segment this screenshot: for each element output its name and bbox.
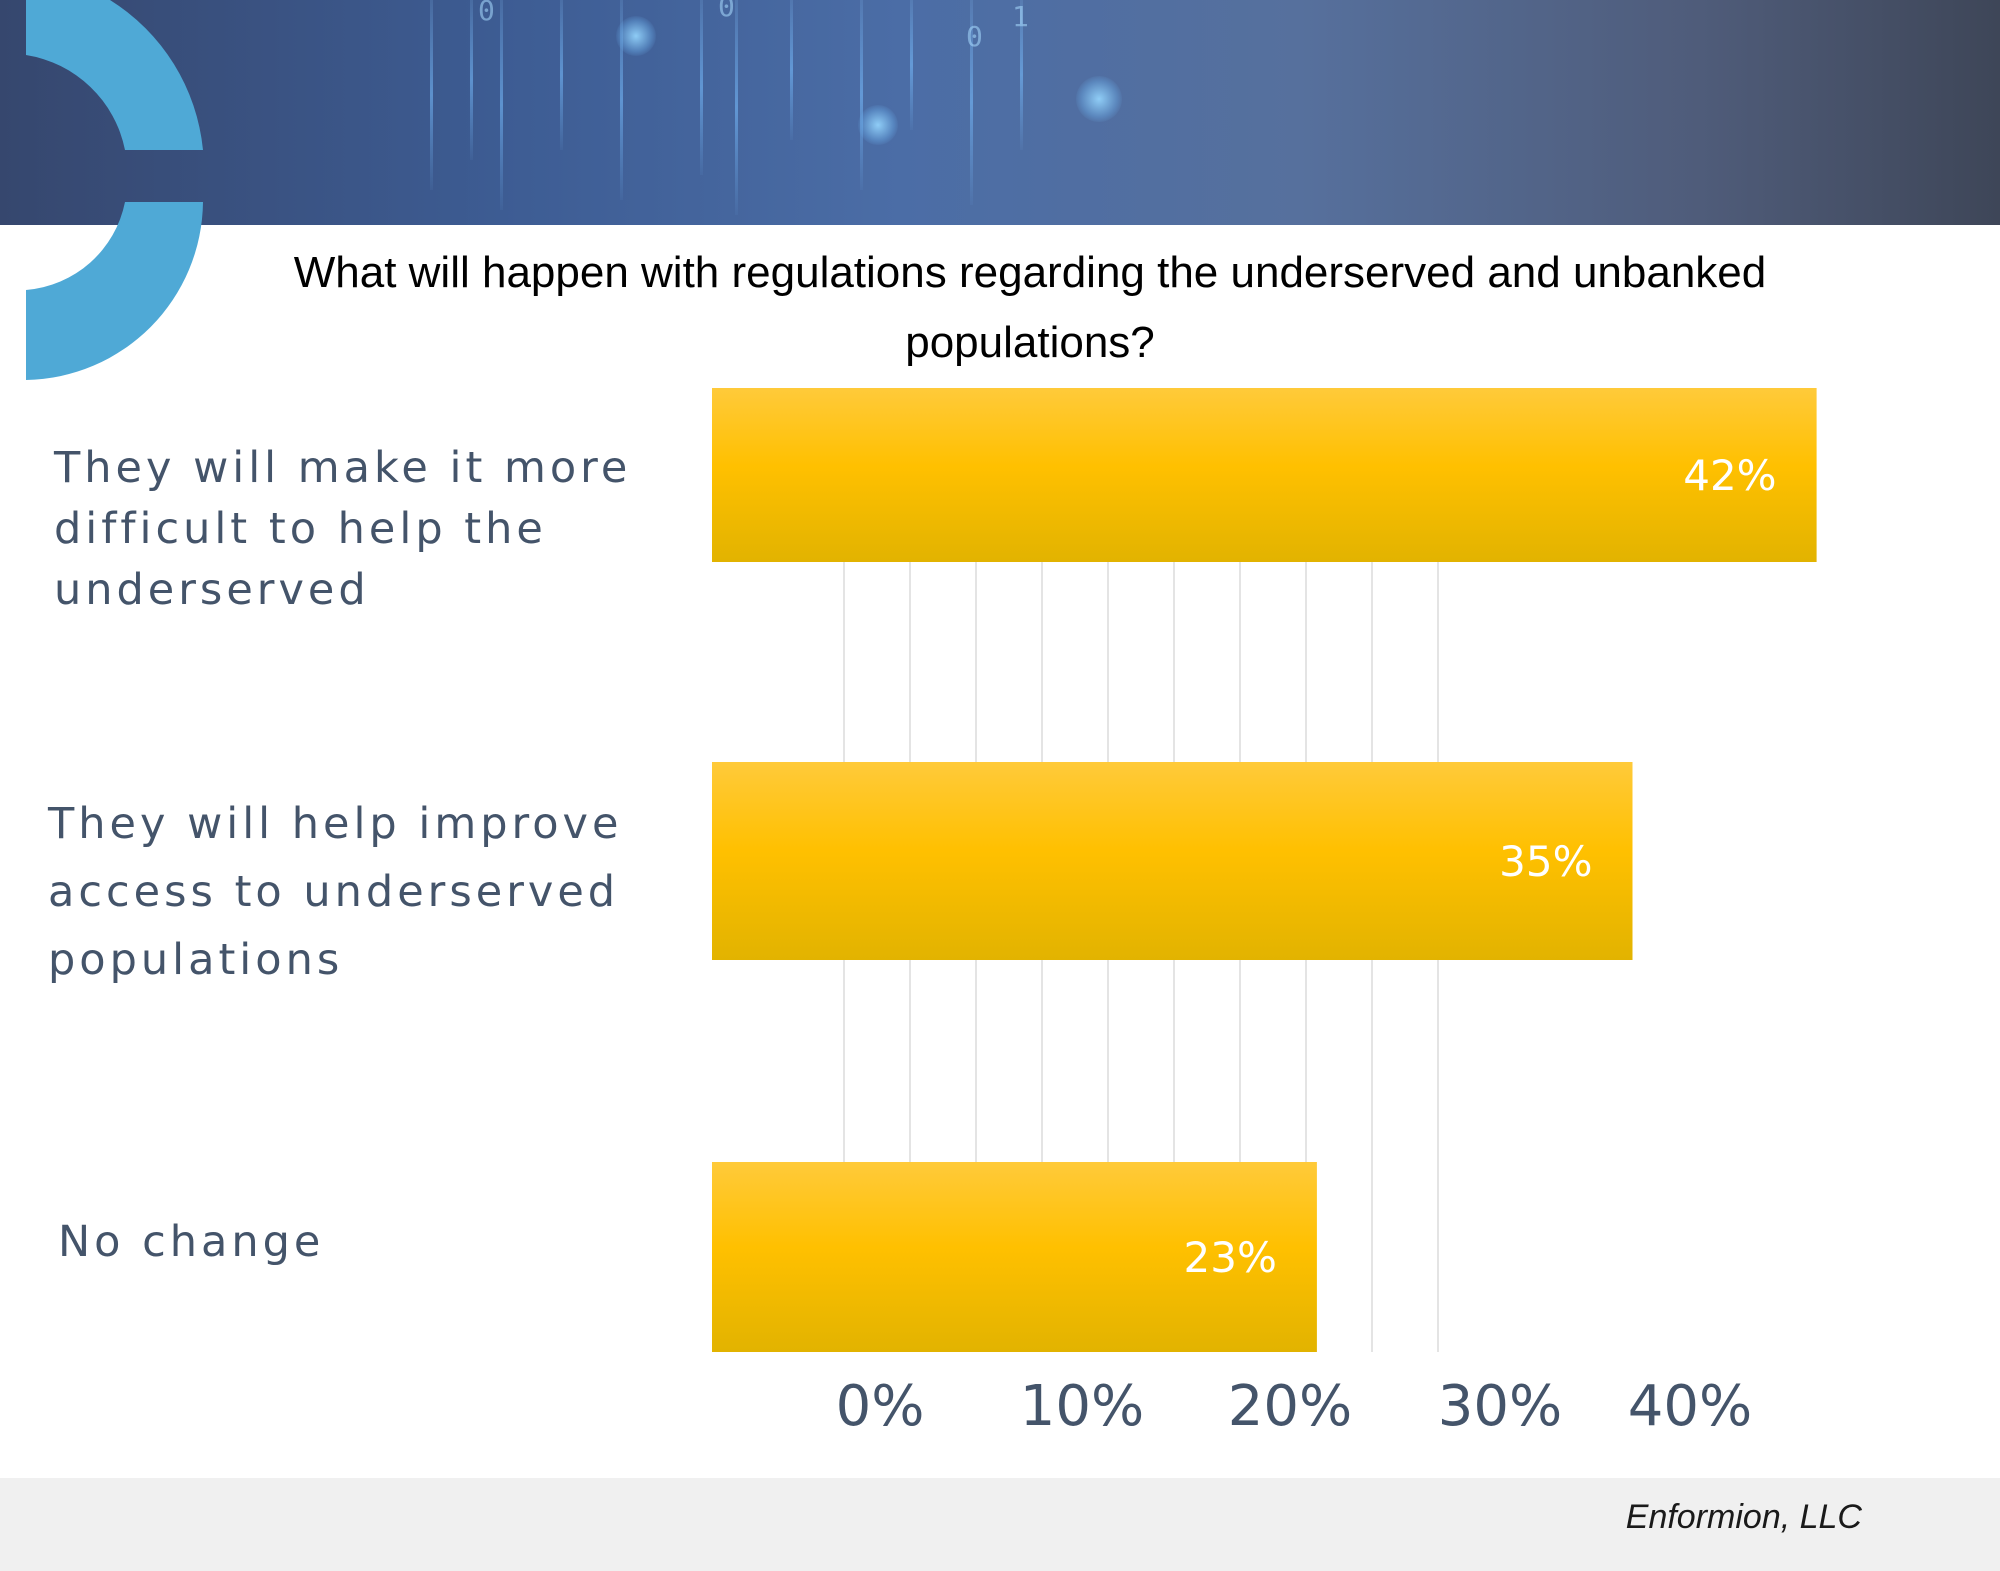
banner-digit: 0	[478, 0, 495, 27]
x-tick-label: 20%	[1228, 1374, 1352, 1439]
category-label-line: populations	[48, 935, 344, 985]
bar	[712, 1162, 1317, 1352]
x-tick-label: 0%	[836, 1374, 925, 1439]
category-label-line: No change	[58, 1217, 325, 1267]
category-label-line: underserved	[54, 565, 370, 615]
category-label: They will make it more difficult to help …	[54, 438, 631, 621]
bar-chart: 42% 35% 23% 0% 10% 20% 30% 40%	[712, 388, 1817, 1439]
banner-digit: 1	[1012, 0, 1029, 33]
banner-digit: 0	[718, 0, 735, 23]
category-label-line: They will make it more	[54, 443, 632, 493]
header-banner-image: 0 0 0 1	[0, 0, 2000, 225]
category-label-line: access to underserved	[48, 867, 620, 917]
footer-bar	[0, 1478, 2000, 1571]
banner-digit: 0	[966, 20, 983, 53]
data-label: 23%	[1184, 1233, 1277, 1282]
x-tick-label: 10%	[1020, 1374, 1144, 1439]
category-label: No change	[58, 1212, 324, 1273]
logo-arc-icon	[26, 0, 203, 380]
source-credit: Enformion, LLC	[1625, 1498, 1862, 1536]
chart-title: What will happen with regulations regard…	[293, 248, 1767, 367]
x-tick-label: 30%	[1438, 1374, 1562, 1439]
category-label: They will help improve access to underser…	[48, 790, 622, 994]
bar	[712, 762, 1633, 960]
x-tick-label: 40%	[1628, 1374, 1752, 1439]
bar	[712, 388, 1817, 562]
category-label-line: difficult to help the	[54, 504, 547, 554]
data-label: 42%	[1683, 451, 1776, 500]
category-label-line: They will help improve	[48, 799, 623, 849]
data-label: 35%	[1499, 837, 1592, 886]
